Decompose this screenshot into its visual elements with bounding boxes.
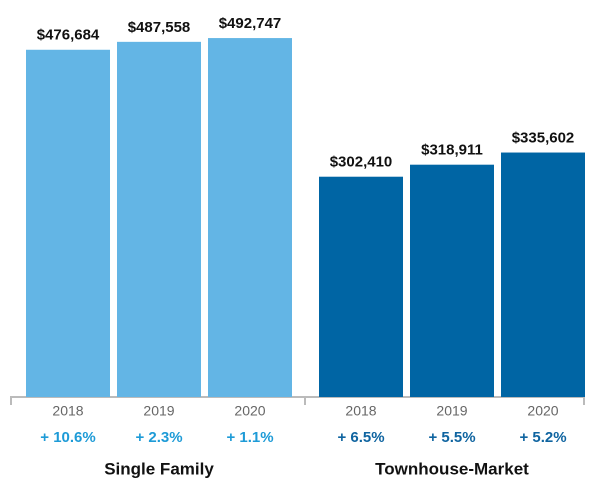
bar	[117, 41, 201, 397]
change-label: + 10.6%	[40, 429, 95, 446]
x-tick-label: 2019	[436, 403, 467, 419]
value-label: $487,558	[128, 19, 191, 36]
value-label: $492,747	[219, 15, 282, 32]
bar	[501, 152, 585, 397]
bar	[410, 164, 494, 397]
x-tick-label: 2018	[52, 403, 83, 419]
group-label: Single Family	[104, 459, 214, 478]
value-label: $335,602	[512, 130, 575, 147]
x-tick-label: 2020	[527, 403, 558, 419]
x-tick-label: 2018	[345, 403, 376, 419]
change-label: + 1.1%	[226, 429, 273, 446]
value-label: $476,684	[37, 27, 100, 44]
change-label: + 5.2%	[519, 429, 566, 446]
change-label: + 5.5%	[428, 429, 475, 446]
change-label: + 2.3%	[135, 429, 182, 446]
value-label: $302,410	[330, 154, 393, 171]
value-label: $318,911	[421, 142, 483, 159]
group-label: Townhouse-Market	[375, 459, 529, 478]
x-tick-label: 2020	[234, 403, 265, 419]
bar	[26, 49, 110, 398]
bar	[319, 176, 403, 397]
x-tick-label: 2019	[143, 403, 174, 419]
bar	[208, 38, 292, 397]
change-label: + 6.5%	[337, 429, 384, 446]
